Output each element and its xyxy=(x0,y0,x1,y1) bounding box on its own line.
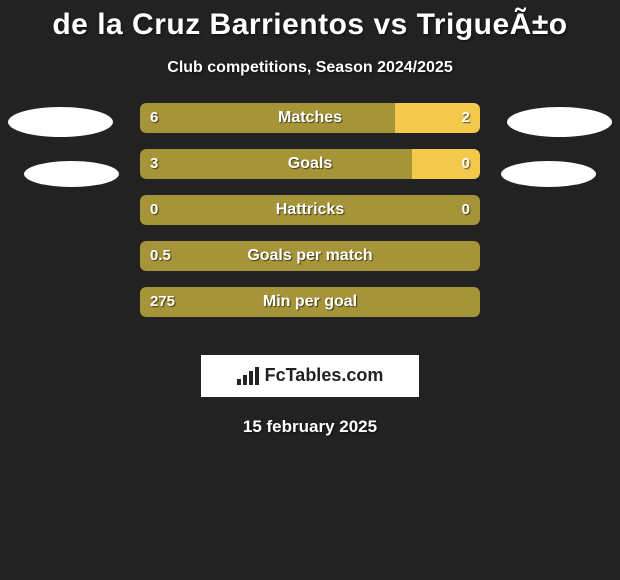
brand-box[interactable]: FcTables.com xyxy=(201,355,419,397)
player2-marker-row1 xyxy=(507,107,612,137)
player1-bar xyxy=(140,241,480,271)
comparison-infographic: de la Cruz Barrientos vs TrigueÃ±o Club … xyxy=(0,0,620,437)
player1-bar xyxy=(140,149,412,179)
bar-chart-icon xyxy=(237,367,259,385)
stat-row: Goals per match0.5 xyxy=(140,241,480,271)
date-label: 15 february 2025 xyxy=(0,417,620,437)
player1-bar xyxy=(140,287,480,317)
player1-marker-row1 xyxy=(8,107,113,137)
stat-row: Goals30 xyxy=(140,149,480,179)
stat-row: Min per goal275 xyxy=(140,287,480,317)
subtitle: Club competitions, Season 2024/2025 xyxy=(0,59,620,77)
player1-marker-row2 xyxy=(24,161,119,187)
player2-marker-row2 xyxy=(501,161,596,187)
player1-bar xyxy=(140,195,480,225)
bar-rows: Matches62 Goals30 Hattricks00 Goals per mat… xyxy=(140,103,480,317)
player1-bar xyxy=(140,103,395,133)
stat-row: Matches62 xyxy=(140,103,480,133)
chart-area: Matches62 Goals30 Hattricks00 Goals per mat… xyxy=(0,103,620,333)
player2-bar xyxy=(395,103,480,133)
brand-text: FcTables.com xyxy=(265,365,384,386)
stat-row: Hattricks00 xyxy=(140,195,480,225)
page-title: de la Cruz Barrientos vs TrigueÃ±o xyxy=(0,8,620,43)
player2-bar xyxy=(412,149,480,179)
